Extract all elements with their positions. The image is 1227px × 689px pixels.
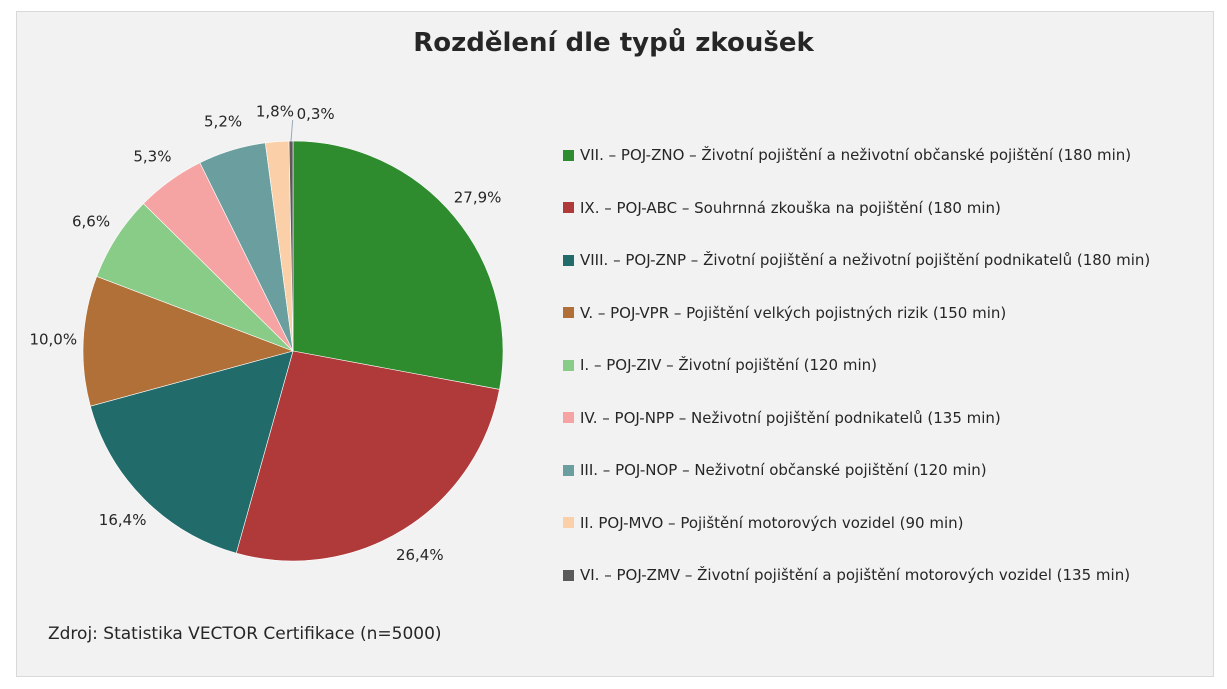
legend-item: VIII. – POJ-ZNP – Životní pojištění a ne… xyxy=(563,247,1150,273)
slice-label-7: 5,2% xyxy=(204,112,242,130)
legend-swatch xyxy=(563,517,574,528)
source-note: Zdroj: Statistika VECTOR Certifikace (n=… xyxy=(48,624,442,644)
legend-swatch xyxy=(563,149,574,161)
legend-item: VII. – POJ-ZNO – Životní pojištění a než… xyxy=(563,142,1150,168)
legend-item: IX. – POJ-ABC – Souhrnná zkouška na poji… xyxy=(563,195,1150,221)
slice-label-6: 5,3% xyxy=(133,147,171,165)
slice-labels: 27,9% 26,4% 16,4% 10,0% 6,6% 5,3% 5,2% 1,8% 0,3% xyxy=(29,103,501,564)
legend-label: VIII. – POJ-ZNP – Životní pojištění a ne… xyxy=(580,251,1151,269)
legend: VII. – POJ-ZNO – Životní pojištění a než… xyxy=(563,142,1150,615)
legend-swatch xyxy=(563,202,574,213)
legend-swatch xyxy=(563,359,574,371)
legend-swatch xyxy=(563,569,574,581)
slice-label-2: 26,4% xyxy=(396,546,444,564)
leader-lines xyxy=(290,120,294,142)
legend-item: VI. – POJ-ZMV – Životní pojištění a poji… xyxy=(563,562,1150,588)
legend-item: III. – POJ-NOP – Neživotní občanské poji… xyxy=(563,457,1150,483)
leader-line-9 xyxy=(290,120,294,142)
slice-label-1: 27,9% xyxy=(454,189,502,207)
legend-label: VII. – POJ-ZNO – Životní pojištění a než… xyxy=(580,146,1132,164)
legend-swatch xyxy=(563,464,574,476)
pie-slice-2 xyxy=(235,350,500,562)
pie-slice-3 xyxy=(90,350,294,554)
slice-label-9: 0,3% xyxy=(297,105,335,123)
pie-slice-4 xyxy=(82,276,294,407)
slice-label-5: 6,6% xyxy=(72,212,110,230)
legend-label: VI. – POJ-ZMV – Životní pojištění a poji… xyxy=(580,566,1131,584)
legend-item: V. – POJ-VPR – Pojištění velkých pojistn… xyxy=(563,300,1150,326)
legend-label: II. POJ-MVO – Pojištění motorových vozid… xyxy=(580,513,964,532)
legend-label: IX. – POJ-ABC – Souhrnná zkouška na poji… xyxy=(580,198,1001,217)
legend-swatch xyxy=(563,254,574,266)
slice-label-8: 1,8% xyxy=(256,103,294,121)
legend-swatch xyxy=(563,412,574,423)
legend-label: I. – POJ-ZIV – Životní pojištění (120 mi… xyxy=(580,356,877,374)
pie-slices xyxy=(82,140,504,562)
slice-label-4: 10,0% xyxy=(29,330,77,348)
legend-label: IV. – POJ-NPP – Neživotní pojištění podn… xyxy=(580,408,1001,427)
chart-title: Rozdělení dle typů zkoušek xyxy=(413,28,814,58)
legend-item: IV. – POJ-NPP – Neživotní pojištění podn… xyxy=(563,405,1150,431)
legend-label: V. – POJ-VPR – Pojištění velkých pojistn… xyxy=(580,303,1007,322)
legend-item: I. – POJ-ZIV – Životní pojištění (120 mi… xyxy=(563,352,1150,378)
slice-label-3: 16,4% xyxy=(99,511,147,529)
legend-item: II. POJ-MVO – Pojištění motorových vozid… xyxy=(563,510,1150,536)
pie-slice-1 xyxy=(292,140,504,390)
legend-label: III. – POJ-NOP – Neživotní občanské poji… xyxy=(580,461,987,479)
legend-swatch xyxy=(563,307,574,318)
